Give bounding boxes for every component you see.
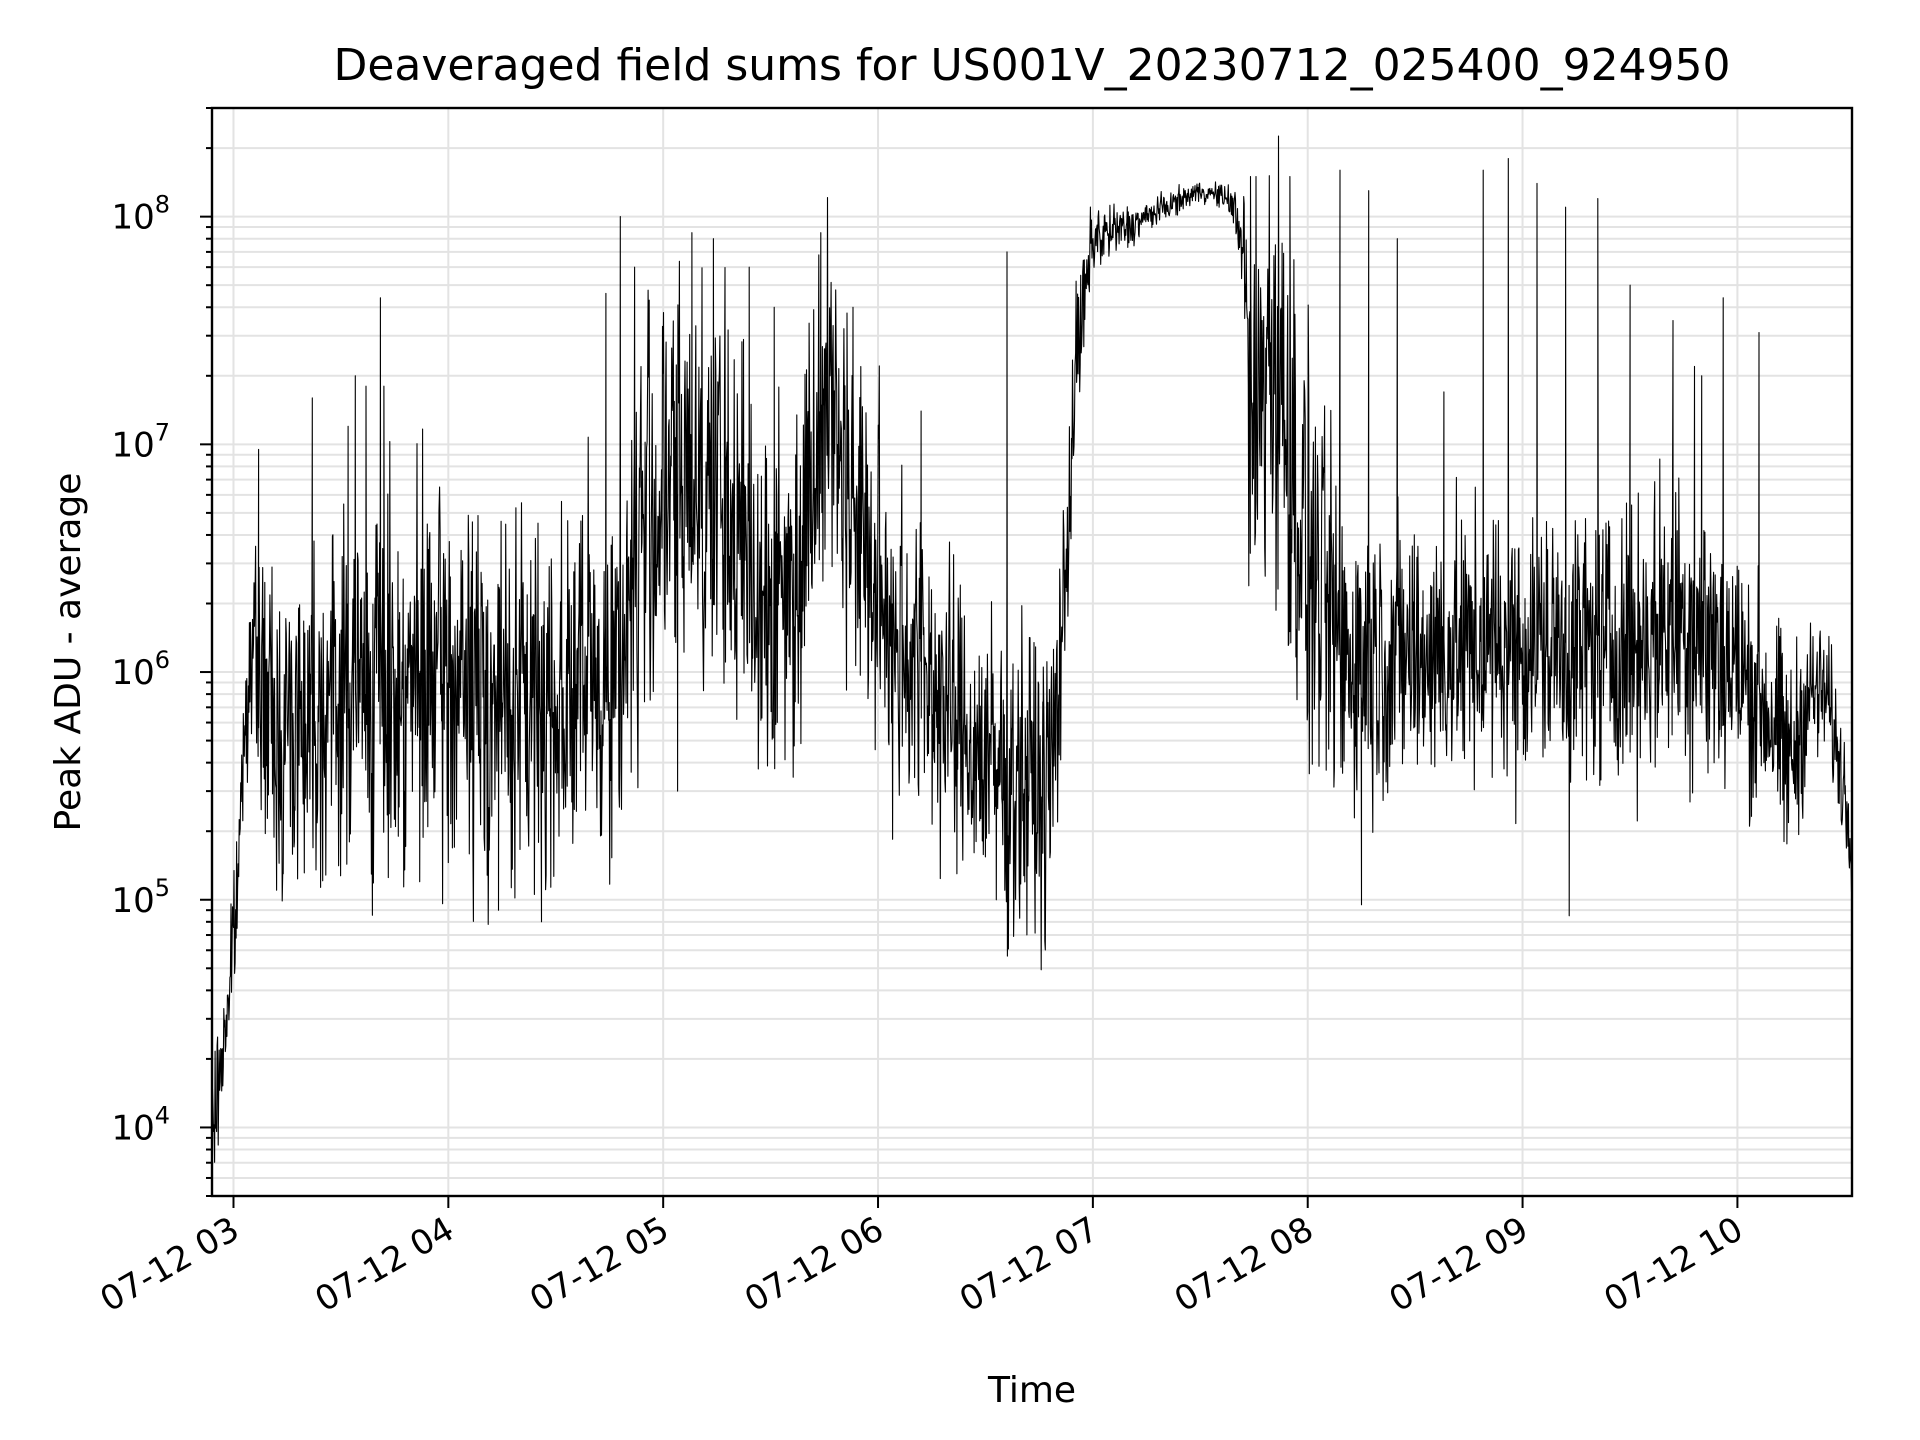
x-axis-label: Time [987,1370,1076,1411]
plot-frame [210,106,1854,1198]
y-tick-label: 107 [111,418,170,465]
y-tick-label: 105 [111,874,170,921]
y-axis: 104 105 106 107 108 [111,107,212,1197]
series-line [212,135,1852,1163]
y-tick-label: 104 [111,1101,170,1148]
y-tick-label: 108 [111,191,170,238]
plot-area [212,135,1852,1163]
y-axis-label: Peak ADU - average [48,473,89,832]
chart-title: Deaveraged field sums for US001V_2023071… [333,40,1730,91]
y-tick-label: 106 [111,646,170,693]
